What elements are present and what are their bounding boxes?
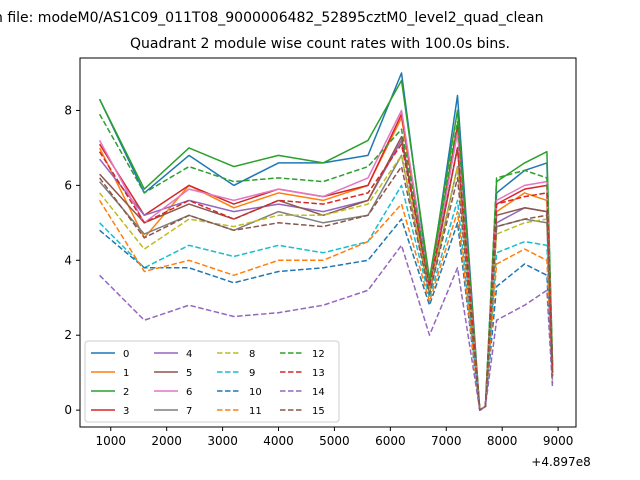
plot-lines [98, 72, 554, 411]
legend-label-7: 7 [186, 406, 192, 417]
legend-label-6: 6 [186, 387, 192, 398]
chart-title: Quadrant 2 module wise count rates with … [130, 36, 510, 52]
legend-label-15: 15 [312, 406, 325, 417]
series-line-9 [99, 184, 554, 411]
y-tick-label: 6 [64, 178, 72, 192]
legend-label-0: 0 [123, 349, 129, 360]
legend-label-8: 8 [249, 349, 255, 360]
x-tick-label: 2000 [151, 434, 182, 448]
x-tick-label: 5000 [319, 434, 350, 448]
x-tick-label: 1000 [95, 434, 126, 448]
x-tick-label: 8000 [487, 434, 518, 448]
y-axis: 0 2 4 6 8 [64, 103, 80, 417]
legend-label-4: 4 [186, 349, 192, 360]
legend-label-9: 9 [249, 368, 255, 379]
series-line-15 [98, 165, 554, 411]
x-offset-label: +4.897e8 [531, 455, 590, 469]
legend-label-5: 5 [186, 368, 192, 379]
series-line-2 [98, 79, 554, 411]
series-line-10 [99, 218, 554, 411]
x-tick-label: 7000 [431, 434, 462, 448]
legend-label-14: 14 [312, 387, 325, 398]
legend-label-12: 12 [312, 349, 325, 360]
y-tick-label: 4 [64, 253, 72, 267]
legend-label-1: 1 [123, 368, 129, 379]
series-line-6 [98, 109, 554, 411]
figure-suptitle: n file: modeM0/AS1C09_011T08_9000006482_… [0, 10, 544, 26]
legend-box [84, 340, 340, 423]
y-tick-label: 0 [64, 403, 72, 417]
series-line-11 [98, 200, 554, 411]
legend-label-11: 11 [249, 406, 262, 417]
legend-label-3: 3 [123, 406, 129, 417]
x-tick-label: 4000 [263, 434, 294, 448]
legend-label-2: 2 [123, 387, 129, 398]
y-tick-label: 2 [64, 328, 72, 342]
x-tick-label: 6000 [375, 434, 406, 448]
x-axis: 1000 2000 3000 4000 5000 6000 7000 8000 9000 [95, 427, 573, 448]
series-line-13 [98, 143, 554, 411]
series-line-14 [99, 244, 554, 411]
x-tick-label: 3000 [207, 434, 238, 448]
x-tick-label: 9000 [543, 434, 574, 448]
plot-frame [79, 57, 577, 428]
y-tick-label: 8 [64, 103, 72, 117]
series-line-12 [98, 113, 554, 411]
legend-label-10: 10 [249, 387, 262, 398]
legend-label-13: 13 [312, 368, 325, 379]
